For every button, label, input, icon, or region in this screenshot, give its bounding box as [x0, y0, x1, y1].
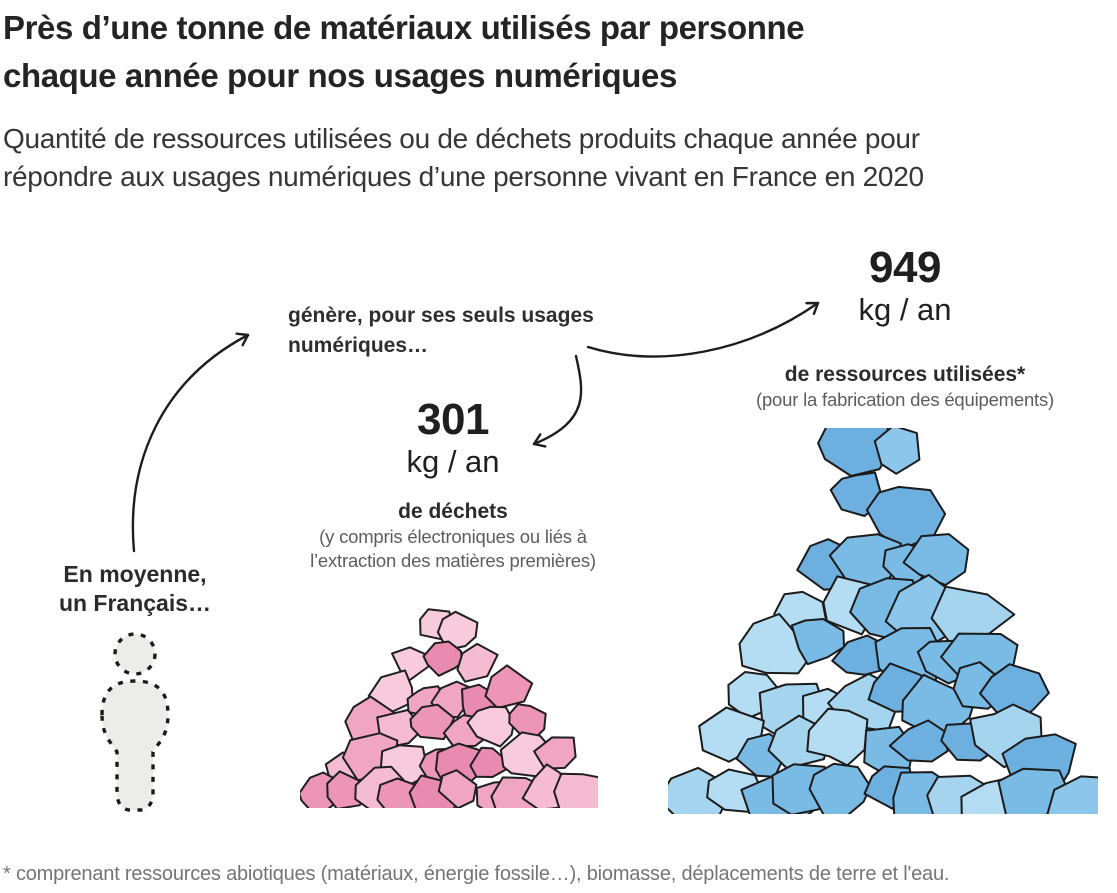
page-title: Près d’une tonne de matériaux utilisés p…	[3, 9, 805, 94]
generates-label: génère, pour ses seuls usages numériques…	[288, 304, 594, 357]
arrow-person-to-generates	[131, 332, 250, 553]
person-icon	[100, 632, 170, 812]
person-label: En moyenne, un Français…	[58, 561, 212, 616]
waste-note: (y compris électroniques ou liés à l’ext…	[310, 526, 596, 571]
resources-label: de ressources utilisées*	[784, 363, 1026, 386]
resources-value: 949	[869, 243, 941, 292]
waste-unit: kg / an	[406, 444, 500, 479]
waste-value: 301	[417, 395, 489, 444]
footnote: * comprenant ressources abiotiques (maté…	[3, 863, 950, 885]
resources-pile-illustration	[668, 428, 1098, 814]
resources-stat: 949 kg / an de ressources utilisées* (po…	[755, 245, 1055, 412]
waste-pile-illustration	[300, 608, 598, 808]
resources-unit: kg / an	[858, 292, 952, 327]
resources-note: (pour la fabrication des équipements)	[755, 389, 1055, 410]
waste-stat: 301 kg / an de déchets (y compris électr…	[303, 397, 603, 573]
page-subtitle: Quantité de ressources utilisées ou de d…	[3, 123, 924, 192]
waste-label: de déchets	[398, 500, 508, 523]
